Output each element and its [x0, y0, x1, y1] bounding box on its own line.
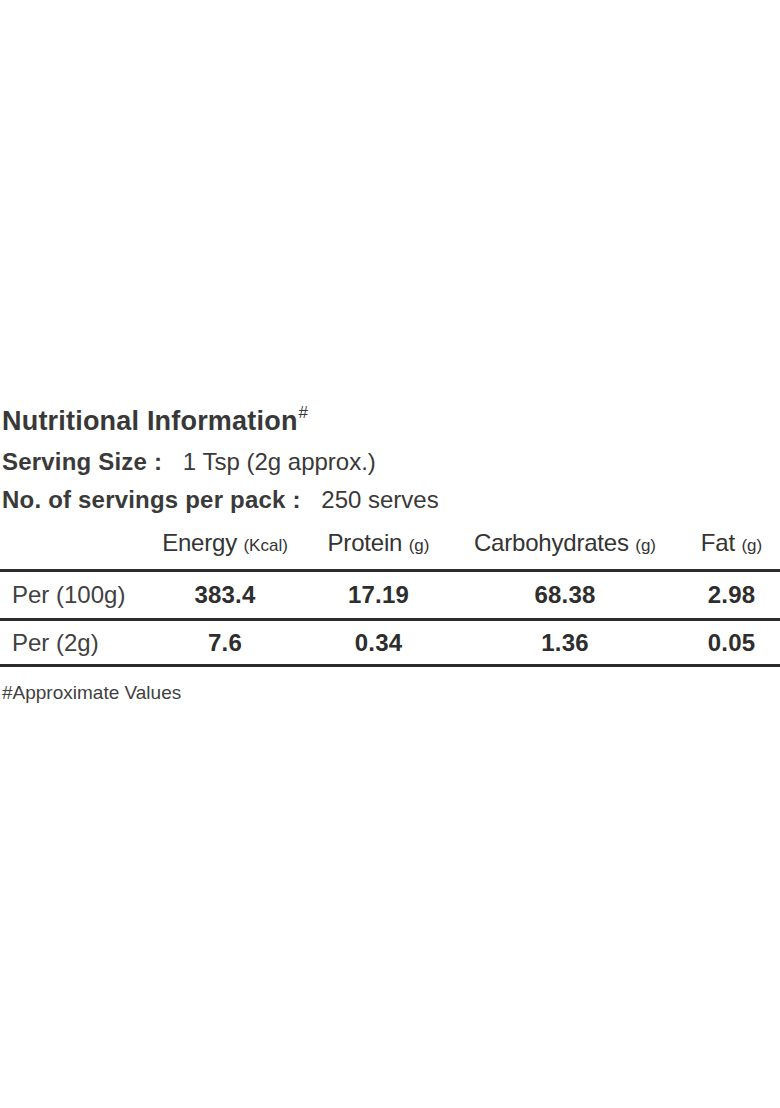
column-header-label: Energy	[162, 529, 237, 556]
serving-size-value: 1 Tsp (2g approx.)	[183, 448, 376, 475]
column-header-label: Fat	[701, 529, 735, 556]
value-cell-carbohydrates: 68.38	[447, 581, 683, 609]
nutrition-label: Nutritional Information# Serving Size : …	[0, 398, 780, 704]
column-header-unit: (g)	[741, 536, 762, 555]
column-header-fat: Fat (g)	[683, 527, 780, 569]
value-cell-energy: 383.4	[140, 581, 310, 609]
column-header-unit: (g)	[409, 536, 430, 555]
column-header-unit: (Kcal)	[243, 536, 287, 555]
header-spacer-cell	[0, 555, 140, 569]
value-cell-energy: 7.6	[140, 629, 310, 657]
page-title: Nutritional Information#	[0, 398, 780, 438]
table-row: Per (100g) 383.4 17.19 68.38 2.98	[0, 569, 780, 618]
row-label: Per (100g)	[0, 581, 140, 609]
value-cell-protein: 17.19	[310, 581, 447, 609]
column-header-carbohydrates: Carbohydrates (g)	[447, 527, 683, 569]
row-label: Per (2g)	[0, 629, 140, 657]
nutrition-label-sheet: Nutritional Information# Serving Size : …	[0, 0, 780, 1108]
servings-per-pack-row: No. of servings per pack : 250 serves	[0, 484, 780, 515]
footnote: #Approximate Values	[0, 682, 780, 704]
column-header-label: Protein	[328, 529, 403, 556]
column-header-label: Carbohydrates	[474, 529, 629, 556]
column-header-energy: Energy (Kcal)	[140, 527, 310, 569]
servings-per-pack-label: No. of servings per pack :	[2, 486, 301, 513]
value-cell-carbohydrates: 1.36	[447, 629, 683, 657]
table-header-row: Energy (Kcal) Protein (g) Carbohydrates …	[0, 527, 780, 569]
value-cell-fat: 0.05	[683, 629, 780, 657]
page-title-text: Nutritional Information	[2, 406, 298, 436]
title-superscript-mark: #	[299, 403, 309, 422]
serving-size-row: Serving Size : 1 Tsp (2g approx.)	[0, 446, 780, 477]
servings-per-pack-value: 250 serves	[321, 486, 438, 513]
nutrition-table: Energy (Kcal) Protein (g) Carbohydrates …	[0, 527, 780, 667]
table-row: Per (2g) 7.6 0.34 1.36 0.05	[0, 618, 780, 667]
column-header-protein: Protein (g)	[310, 527, 447, 569]
column-header-unit: (g)	[635, 536, 656, 555]
value-cell-fat: 2.98	[683, 581, 780, 609]
serving-size-label: Serving Size :	[2, 448, 162, 475]
value-cell-protein: 0.34	[310, 629, 447, 657]
